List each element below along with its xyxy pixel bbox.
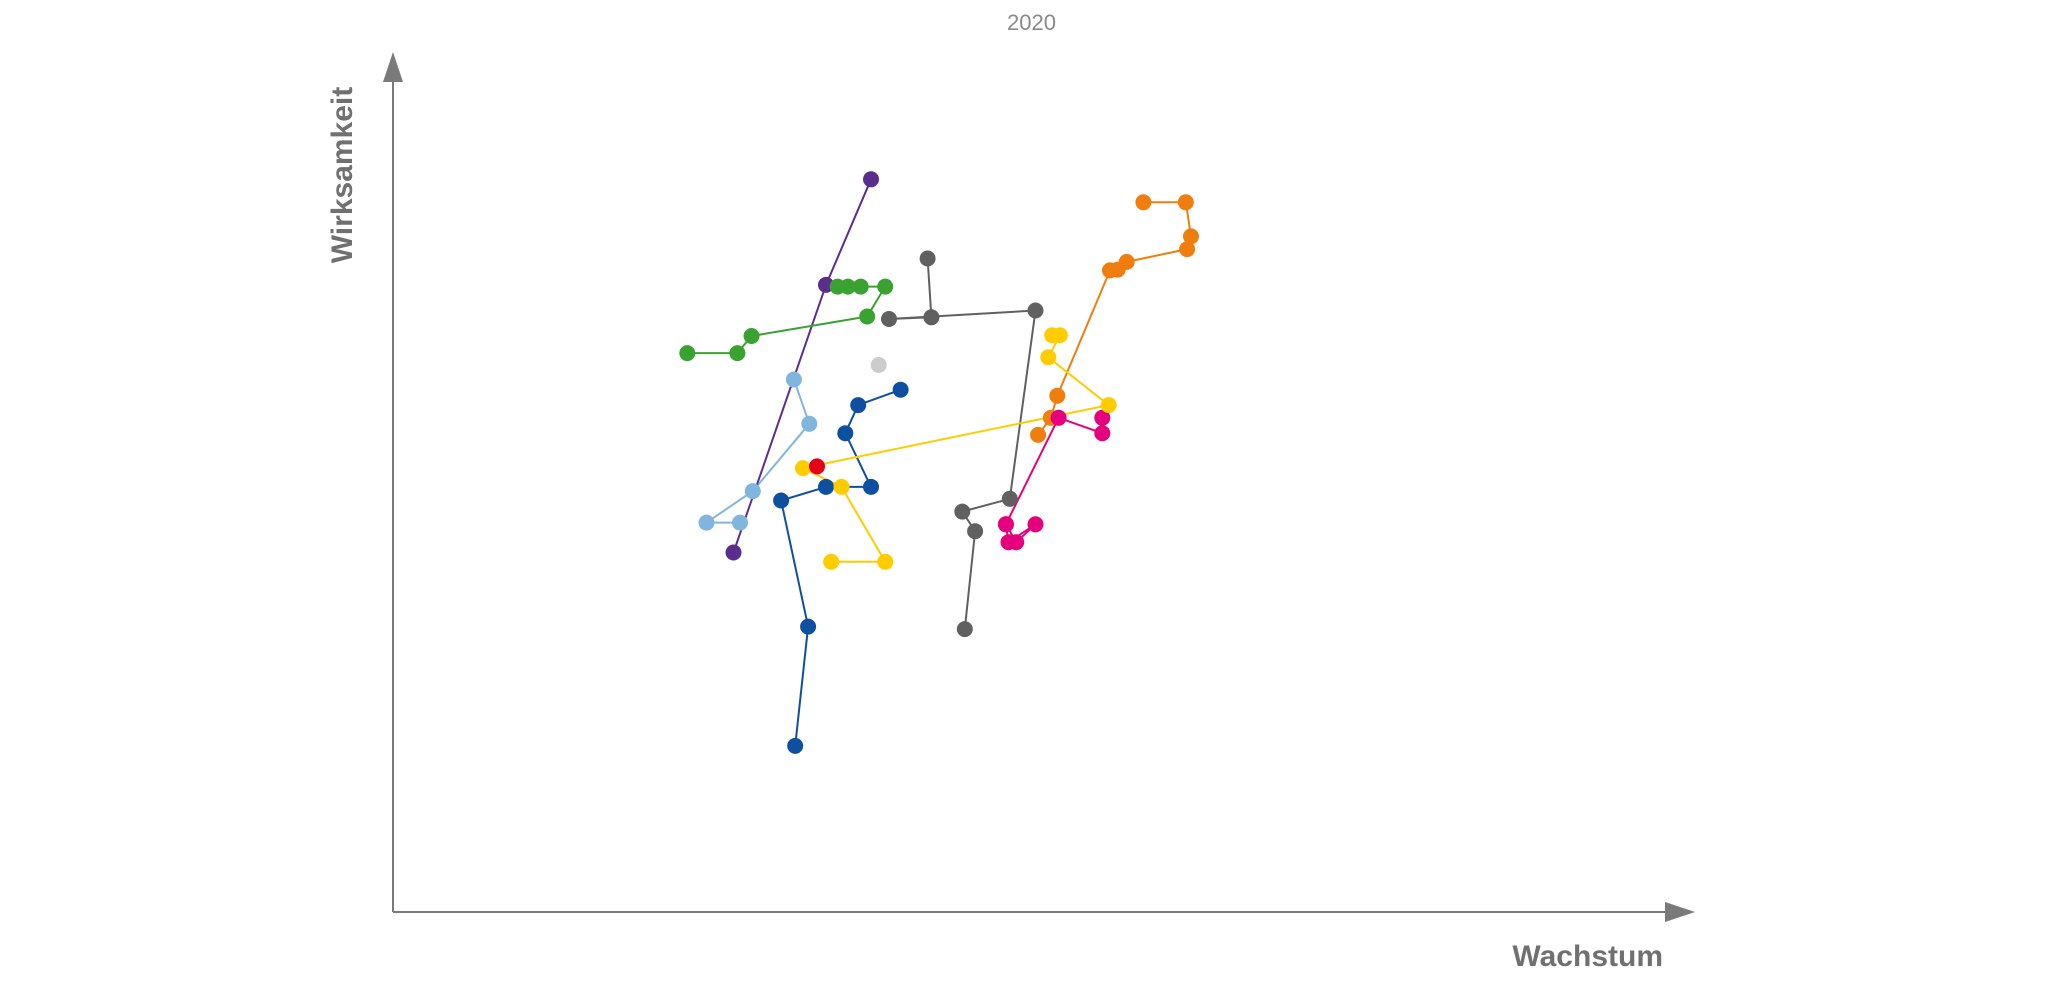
data-point-1-0 xyxy=(919,250,936,267)
data-point-0-9 xyxy=(1135,194,1152,211)
data-point-3-4 xyxy=(863,478,879,495)
data-point-7-7 xyxy=(1044,327,1061,344)
data-point-7-4 xyxy=(1100,397,1117,414)
data-point-0-7 xyxy=(1183,228,1199,245)
data-point-7-2 xyxy=(833,478,850,495)
data-point-3-1 xyxy=(800,618,817,635)
data-point-2-7 xyxy=(997,516,1014,533)
data-point-0-5 xyxy=(1118,253,1135,270)
data-point-4-1 xyxy=(801,415,818,432)
data-point-7-5 xyxy=(1040,349,1057,366)
data-point-0-0 xyxy=(1030,426,1047,443)
data-point-1-6 xyxy=(967,523,984,540)
data-point-7-3 xyxy=(794,460,811,477)
data-point-4-3 xyxy=(698,514,715,531)
series-line-7 xyxy=(801,334,1110,563)
data-point-1-4 xyxy=(1001,490,1018,507)
data-point-2-2 xyxy=(1050,409,1067,426)
data-point-4-4 xyxy=(732,514,748,531)
series-line-6 xyxy=(687,285,887,355)
data-point-3-2 xyxy=(773,492,790,509)
data-point-3-7 xyxy=(892,381,909,398)
data-point-6-0 xyxy=(679,345,696,362)
data-point-6-3 xyxy=(859,308,876,325)
data-point-2-6 xyxy=(1008,534,1025,551)
data-point-8-0 xyxy=(870,357,887,373)
data-point-3-5 xyxy=(837,425,854,442)
data-point-1-3 xyxy=(1027,302,1044,319)
data-point-1-2 xyxy=(881,311,897,327)
data-point-4-0 xyxy=(785,371,802,388)
data-point-9-0 xyxy=(809,458,825,475)
data-point-6-7 xyxy=(829,278,846,295)
data-point-5-2 xyxy=(863,171,879,188)
data-point-7-0 xyxy=(823,553,840,570)
y-axis-label: Wirksamkeit xyxy=(326,86,359,264)
data-point-1-7 xyxy=(956,621,973,638)
chart-title: 2020 xyxy=(1007,10,1056,35)
data-point-5-0 xyxy=(725,544,742,561)
series-line-1 xyxy=(888,258,1037,630)
data-point-6-2 xyxy=(743,328,760,344)
data-point-2-5 xyxy=(1027,516,1044,533)
y-axis-arrow-icon xyxy=(383,52,403,82)
data-point-0-8 xyxy=(1177,194,1194,211)
data-point-0-6 xyxy=(1179,241,1196,258)
data-point-1-5 xyxy=(954,503,971,520)
series-line-4 xyxy=(705,379,811,524)
data-point-3-0 xyxy=(787,737,804,754)
data-point-0-2 xyxy=(1049,387,1066,404)
x-axis-arrow-icon xyxy=(1665,902,1695,922)
data-point-3-3 xyxy=(818,478,834,495)
data-point-6-4 xyxy=(877,278,894,295)
data-point-3-6 xyxy=(850,397,867,414)
data-point-6-5 xyxy=(852,278,869,295)
data-point-7-1 xyxy=(877,553,894,570)
data-point-2-0 xyxy=(1094,409,1111,426)
data-point-1-1 xyxy=(923,309,940,326)
x-axis-label: Wachstum xyxy=(1512,940,1663,973)
data-point-4-2 xyxy=(744,483,761,500)
data-point-2-1 xyxy=(1094,425,1111,442)
series-line-2 xyxy=(1004,416,1104,544)
data-point-6-1 xyxy=(729,345,746,362)
